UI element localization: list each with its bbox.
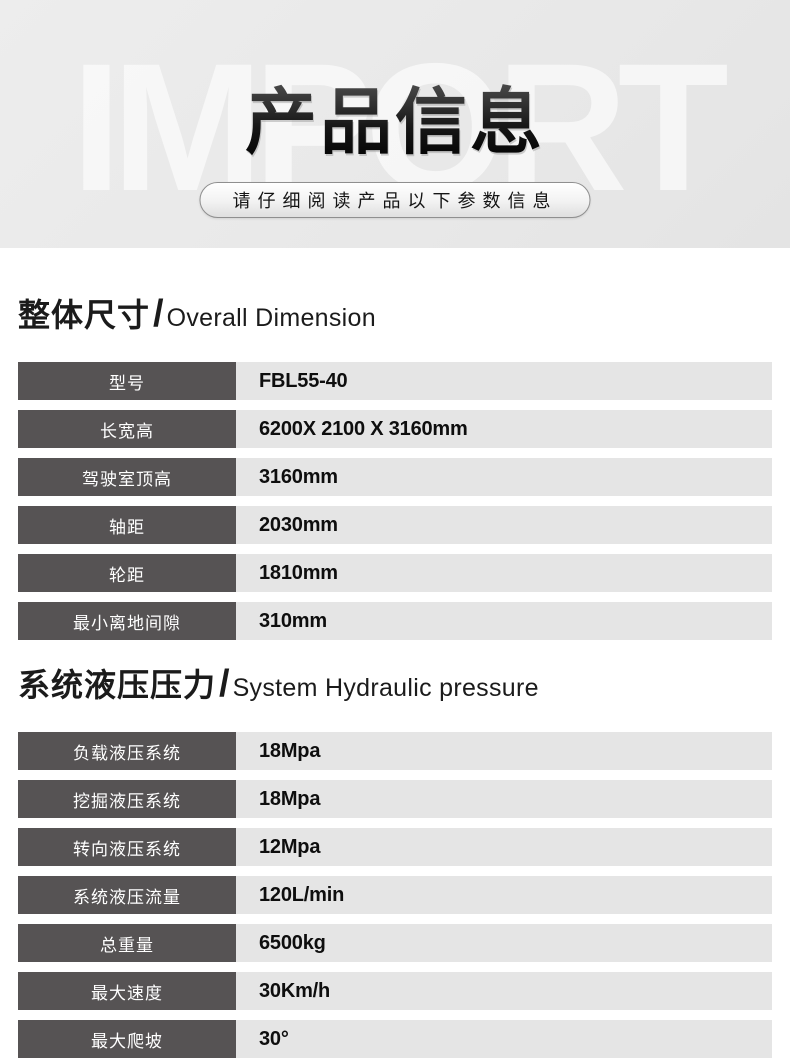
hero-subtitle-text: 请仔细阅读产品以下参数信息 [232,191,558,211]
table-row: 型号 FBL55-40 [18,362,772,400]
spec-label: 轴距 [18,506,236,544]
spec-label: 轮距 [18,554,236,592]
spec-value: 18Mpa [236,780,772,818]
spec-content: 整体尺寸 / Overall Dimension 型号 FBL55-40 长宽高… [0,294,790,1058]
hero-banner: IMPORT 产品信息 请仔细阅读产品以下参数信息 [0,0,790,248]
spec-label: 最小离地间隙 [18,602,236,640]
section-title-zh: 系统液压压力 [18,667,217,703]
spec-value: 3160mm [236,458,772,496]
spec-label: 型号 [18,362,236,400]
spec-label: 长宽高 [18,410,236,448]
spec-label: 最大爬坡 [18,1020,236,1058]
spec-label: 挖掘液压系统 [18,780,236,818]
spec-value: 6500kg [236,924,772,962]
table-row: 负载液压系统 18Mpa [18,732,772,770]
table-row: 挖掘液压系统 18Mpa [18,780,772,818]
table-row: 轮距 1810mm [18,554,772,592]
table-row: 系统液压流量 120L/min [18,876,772,914]
spec-value: 1810mm [236,554,772,592]
section-title-en: Overall Dimension [166,304,376,332]
spec-label: 转向液压系统 [18,828,236,866]
section-title-system-hydraulic-pressure: 系统液压压力 / System Hydraulic pressure [18,664,772,708]
spec-table-system-hydraulic-pressure: 负载液压系统 18Mpa 挖掘液压系统 18Mpa 转向液压系统 12Mpa 系… [18,732,772,1058]
section-title-overall-dimension: 整体尺寸 / Overall Dimension [18,294,772,338]
spec-label: 驾驶室顶高 [18,458,236,496]
table-row: 最大速度 30Km/h [18,972,772,1010]
table-row: 长宽高 6200X 2100 X 3160mm [18,410,772,448]
spec-label: 总重量 [18,924,236,962]
spec-value: 120L/min [236,876,772,914]
section-title-separator: / [153,293,164,335]
spec-table-overall-dimension: 型号 FBL55-40 长宽高 6200X 2100 X 3160mm 驾驶室顶… [18,362,772,640]
spec-value: 310mm [236,602,772,640]
section-title-en: System Hydraulic pressure [232,674,539,702]
spec-label: 系统液压流量 [18,876,236,914]
table-row: 最大爬坡 30° [18,1020,772,1058]
section-title-zh: 整体尺寸 [18,297,151,333]
section-title-separator: / [219,663,230,705]
table-row: 转向液压系统 12Mpa [18,828,772,866]
spec-label: 负载液压系统 [18,732,236,770]
page-title: 产品信息 [0,80,790,166]
hero-subtitle-pill: 请仔细阅读产品以下参数信息 [199,182,591,218]
table-row: 总重量 6500kg [18,924,772,962]
spec-value: 6200X 2100 X 3160mm [236,410,772,448]
section-system-hydraulic-pressure: 系统液压压力 / System Hydraulic pressure 负载液压系… [18,664,772,1058]
table-row: 驾驶室顶高 3160mm [18,458,772,496]
spec-value: FBL55-40 [236,362,772,400]
spec-value: 30° [236,1020,772,1058]
spec-value: 2030mm [236,506,772,544]
table-row: 轴距 2030mm [18,506,772,544]
spec-value: 12Mpa [236,828,772,866]
spec-value: 18Mpa [236,732,772,770]
spec-label: 最大速度 [18,972,236,1010]
spec-value: 30Km/h [236,972,772,1010]
section-overall-dimension: 整体尺寸 / Overall Dimension 型号 FBL55-40 长宽高… [18,294,772,640]
table-row: 最小离地间隙 310mm [18,602,772,640]
